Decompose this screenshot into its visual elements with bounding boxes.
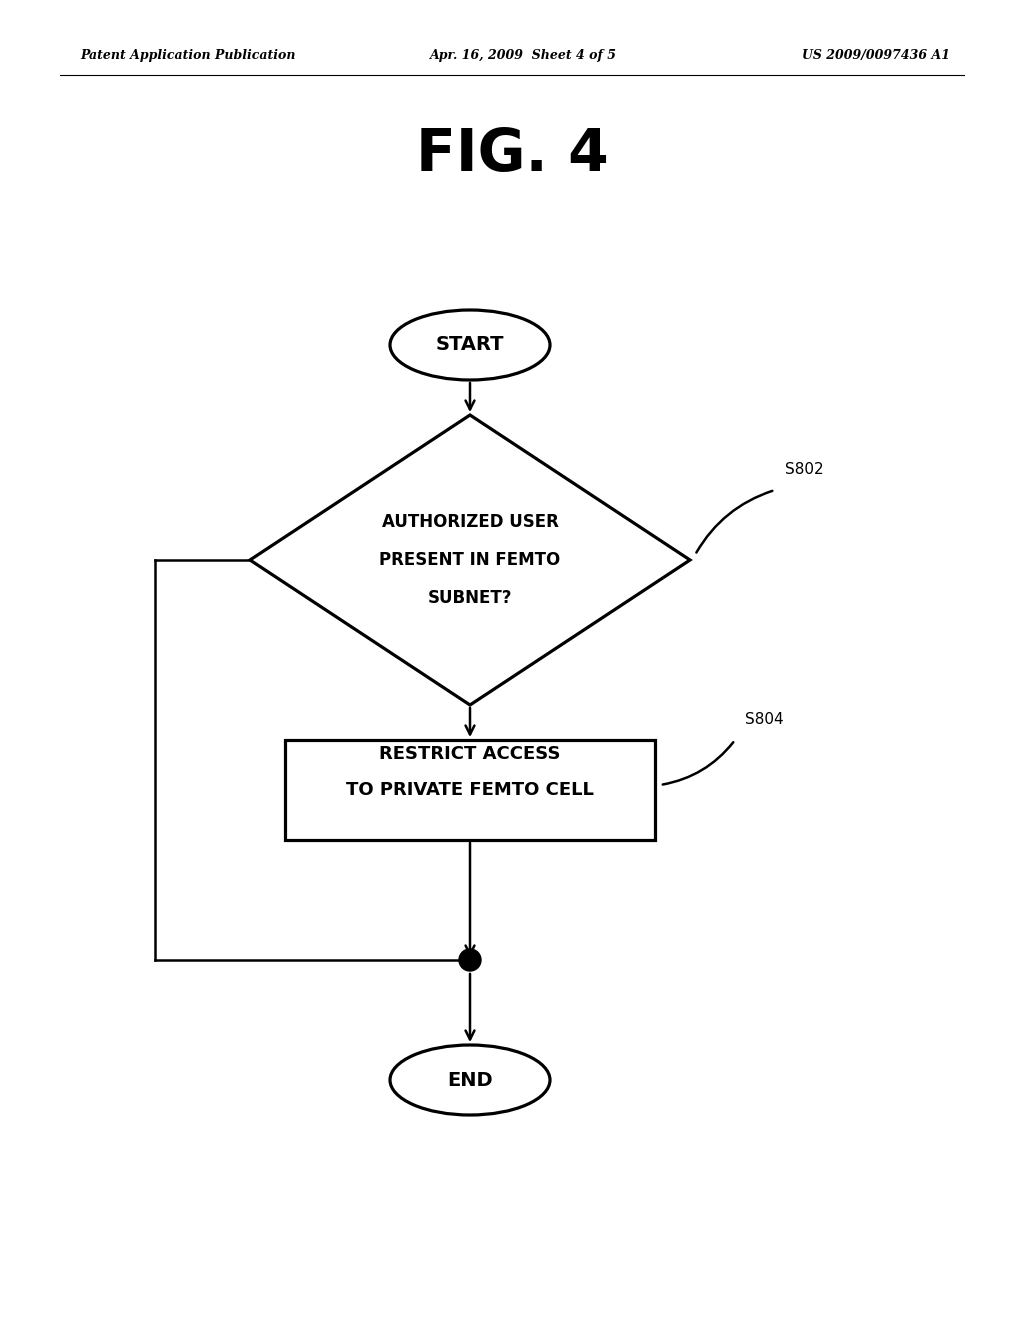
Ellipse shape xyxy=(390,310,550,380)
Text: TO PRIVATE FEMTO CELL: TO PRIVATE FEMTO CELL xyxy=(346,781,594,799)
Polygon shape xyxy=(250,414,690,705)
Text: S802: S802 xyxy=(785,462,823,477)
Circle shape xyxy=(459,949,481,972)
Text: FIG. 4: FIG. 4 xyxy=(416,127,608,183)
Text: Apr. 16, 2009  Sheet 4 of 5: Apr. 16, 2009 Sheet 4 of 5 xyxy=(430,49,617,62)
Text: S804: S804 xyxy=(745,711,783,727)
Text: SUBNET?: SUBNET? xyxy=(428,589,512,607)
Text: RESTRICT ACCESS: RESTRICT ACCESS xyxy=(379,744,561,763)
Text: START: START xyxy=(436,335,504,355)
Text: END: END xyxy=(447,1071,493,1089)
Ellipse shape xyxy=(390,1045,550,1115)
Text: Patent Application Publication: Patent Application Publication xyxy=(80,49,296,62)
Text: US 2009/0097436 A1: US 2009/0097436 A1 xyxy=(802,49,950,62)
Text: AUTHORIZED USER: AUTHORIZED USER xyxy=(382,513,558,531)
Text: PRESENT IN FEMTO: PRESENT IN FEMTO xyxy=(379,550,560,569)
Bar xyxy=(285,741,655,840)
